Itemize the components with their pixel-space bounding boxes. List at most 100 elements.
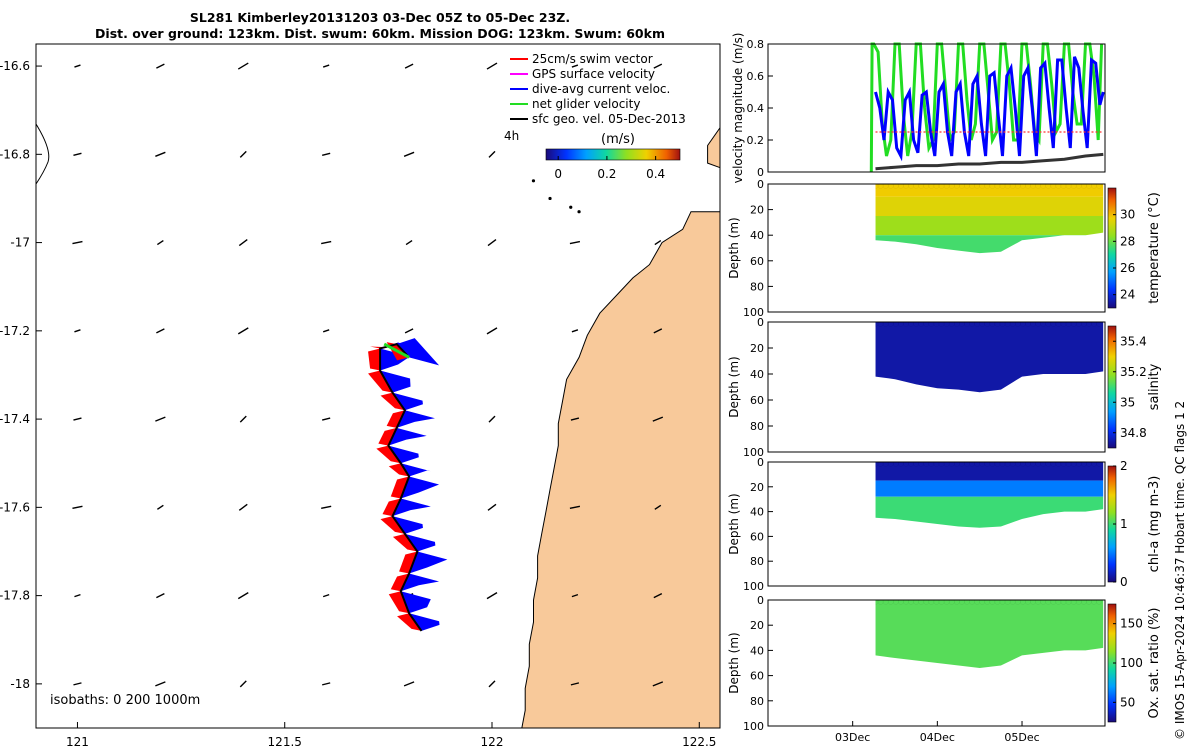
colorbar-tick-label: 35 [1120, 395, 1135, 409]
geo-velocity-arrow [156, 239, 164, 246]
section-ytick-label: 40 [750, 229, 764, 242]
geo-velocity-arrow [654, 504, 662, 510]
time-xtick-label: 03Dec [835, 731, 870, 744]
speed-colorbar [545, 148, 681, 161]
dive-avg-vector-fill [400, 591, 431, 614]
geo-velocity-arrow [73, 152, 82, 157]
geo-velocity-arrow [486, 62, 498, 70]
legend-label: sfc geo. vel. 05-Dec-2013 [532, 112, 686, 126]
map-xtick-label: 122 [481, 735, 504, 749]
glider-track [368, 338, 448, 632]
colorbar-tick-label: 35.4 [1120, 334, 1147, 348]
geo-velocity-arrow [322, 593, 330, 598]
velocity-ytick-label: 0.6 [747, 70, 765, 83]
small-island [569, 205, 573, 209]
geo-velocity-arrow [239, 415, 247, 423]
section-layer [875, 600, 1104, 668]
swim-vector-fill [388, 463, 410, 477]
section-layer [875, 496, 1104, 528]
colorbar-tick-label: 28 [1120, 234, 1135, 248]
geo-velocity-arrow [652, 681, 664, 687]
section-ytick-label: 20 [750, 204, 764, 217]
small-island [548, 196, 552, 201]
section-ylabel: Depth (m) [727, 493, 741, 554]
swim-vector-fill [368, 370, 393, 393]
map-xtick-label: 121.5 [268, 735, 302, 749]
geo-velocity-arrow [156, 592, 165, 599]
geo-velocity-arrow [653, 592, 663, 599]
legend-label: dive-avg current veloc. [532, 82, 670, 96]
dive-avg-vector-fill [400, 476, 440, 499]
geo-velocity-arrow [72, 505, 83, 510]
section-layer [875, 196, 1104, 216]
section-ytick-label: 40 [750, 644, 764, 657]
section-frame [767, 183, 1106, 313]
geostrophic-vectors [72, 62, 664, 688]
geo-velocity-arrow [488, 415, 496, 423]
geo-velocity-arrow [571, 64, 579, 68]
map-ytick-label: -16.8 [0, 147, 30, 161]
glider-track-line [379, 342, 423, 632]
geo-velocity-arrow [654, 239, 662, 246]
section-frame [767, 461, 1106, 587]
colorbar-tick-label: 100 [1120, 656, 1143, 670]
geo-velocity-arrow [72, 240, 83, 245]
colorbar-tick-label: 2 [1120, 459, 1128, 473]
swim-vector-fill [390, 476, 410, 499]
geo-velocity-arrow [403, 151, 415, 157]
geo-velocity-arrow [156, 504, 164, 510]
section-ytick-label: 20 [750, 481, 764, 494]
geo-velocity-arrow [155, 151, 166, 157]
island-northeast [707, 126, 720, 169]
map-xtick-label: 121 [66, 735, 89, 749]
section-layer [875, 235, 1104, 254]
section-ytick-label: 0 [757, 594, 764, 607]
colorbar-tick-label: 30 [1120, 208, 1135, 222]
velocity-ytick-label: 0.4 [747, 102, 765, 115]
section-colorbar [1107, 325, 1117, 449]
velocity-ytick-label: 0.8 [747, 38, 765, 51]
geo-velocity-arrow [404, 328, 414, 334]
colorbar-tick-label: 26 [1120, 261, 1135, 275]
section-fill [875, 322, 1104, 393]
section-fill [875, 600, 1104, 668]
geo-velocity-arrow [487, 503, 497, 511]
colorbar-tick-label: 0.2 [597, 167, 616, 181]
section-ytick-label: 20 [750, 619, 764, 632]
small-island [531, 179, 536, 183]
isobaths-label: isobaths: 0 200 1000m [50, 693, 200, 708]
section-frame [767, 321, 1106, 453]
map-frame [35, 43, 721, 729]
map-ytick-label: -17.8 [0, 589, 30, 603]
section-colorbar [1107, 187, 1117, 309]
net-glider-velocity-arrow [383, 342, 410, 359]
section-cbar-label: salinity [1147, 363, 1162, 410]
swim-vector-fill [368, 348, 381, 371]
legend-label: 25cm/s swim vector [532, 52, 653, 66]
western-isobath [36, 123, 50, 185]
section-ylabel: Depth (m) [727, 217, 741, 278]
legend-label: GPS surface velocity [532, 67, 655, 81]
section-ytick-label: 80 [750, 695, 764, 708]
swim-vector-fill [386, 410, 405, 428]
geo-velocity-arrow [322, 417, 331, 421]
geo-velocity-arrow [155, 681, 166, 687]
section-ytick-label: 0 [757, 316, 764, 329]
geo-velocity-arrow [488, 150, 496, 158]
geo-velocity-arrow [488, 680, 496, 688]
dive-avg-vector-fill [392, 392, 423, 411]
swim-vector-fill [380, 392, 405, 411]
dive-avg-vector-fill [400, 463, 431, 477]
geo-velocity-arrow [74, 329, 81, 333]
small-island [577, 210, 581, 214]
dive-avg-vector-fill [396, 338, 440, 366]
swim-vector-fill [388, 591, 410, 614]
map-ytick-label: -17.2 [0, 324, 30, 338]
geo-velocity-arrow [322, 682, 331, 686]
section-ytick-label: 100 [743, 580, 764, 593]
dive-avg-vector-fill [396, 410, 435, 428]
swim-vector-fill [392, 533, 418, 552]
velocity-series-3 [875, 152, 1104, 171]
